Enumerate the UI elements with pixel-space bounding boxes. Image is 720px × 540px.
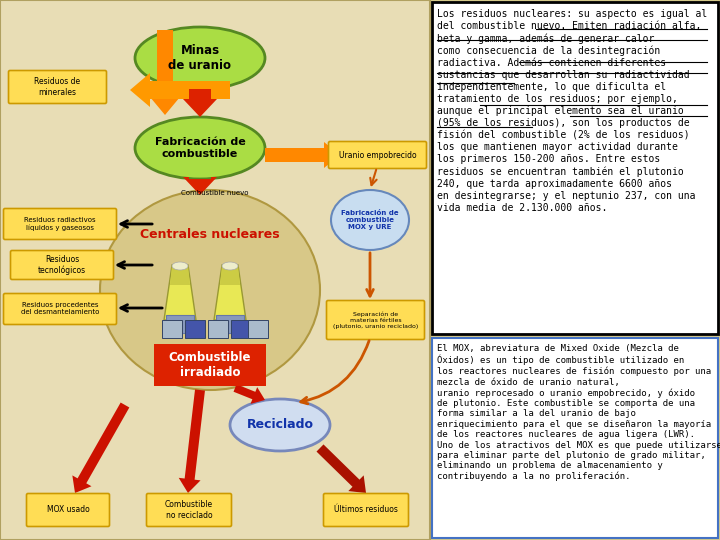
Polygon shape bbox=[233, 384, 265, 404]
Text: Uranio empobrecido: Uranio empobrecido bbox=[338, 151, 416, 159]
Text: Separación de
materias fértiles
(plutonio, uranio reciclado): Separación de materias fértiles (plutoni… bbox=[333, 312, 418, 328]
Polygon shape bbox=[170, 265, 190, 285]
Ellipse shape bbox=[331, 190, 409, 250]
FancyBboxPatch shape bbox=[328, 141, 426, 168]
FancyBboxPatch shape bbox=[11, 251, 114, 280]
FancyBboxPatch shape bbox=[27, 494, 109, 526]
Bar bbox=[248, 320, 268, 338]
FancyBboxPatch shape bbox=[4, 208, 117, 240]
Ellipse shape bbox=[172, 262, 188, 270]
Text: Minas
de uranio: Minas de uranio bbox=[168, 44, 232, 72]
Polygon shape bbox=[317, 444, 366, 493]
Polygon shape bbox=[179, 389, 205, 493]
Ellipse shape bbox=[135, 117, 265, 179]
Polygon shape bbox=[130, 73, 230, 107]
Ellipse shape bbox=[222, 262, 238, 270]
Polygon shape bbox=[220, 265, 240, 285]
Text: Centrales nucleares: Centrales nucleares bbox=[140, 228, 280, 241]
Polygon shape bbox=[183, 89, 217, 117]
FancyBboxPatch shape bbox=[146, 494, 232, 526]
Bar bbox=[432, 2, 718, 334]
FancyBboxPatch shape bbox=[323, 494, 408, 526]
Text: Residuos de
minerales: Residuos de minerales bbox=[35, 77, 81, 97]
Text: Residuos
tecnológicos: Residuos tecnológicos bbox=[38, 255, 86, 275]
Bar bbox=[231, 320, 251, 338]
Bar bbox=[166, 315, 194, 333]
Bar bbox=[208, 320, 228, 338]
FancyBboxPatch shape bbox=[4, 294, 117, 325]
Polygon shape bbox=[72, 402, 130, 493]
Text: Combustible
no reciclado: Combustible no reciclado bbox=[165, 500, 213, 519]
Text: Reciclado: Reciclado bbox=[246, 418, 313, 431]
Polygon shape bbox=[164, 265, 196, 320]
Text: MOX usado: MOX usado bbox=[47, 505, 89, 515]
Text: Los residuos nucleares: su aspecto es igual al
del combustible nuevo. Emiten rad: Los residuos nucleares: su aspecto es ig… bbox=[437, 9, 707, 213]
Bar bbox=[162, 320, 182, 338]
FancyBboxPatch shape bbox=[9, 71, 107, 104]
Polygon shape bbox=[150, 30, 180, 115]
Text: Residuos radiactivos
líquidos y gaseosos: Residuos radiactivos líquidos y gaseosos bbox=[24, 217, 96, 231]
Ellipse shape bbox=[230, 399, 330, 451]
Polygon shape bbox=[265, 142, 340, 168]
Ellipse shape bbox=[100, 190, 320, 390]
Text: Últimos residuos: Últimos residuos bbox=[334, 505, 398, 515]
Bar bbox=[216, 315, 244, 333]
Text: Combustible
irradiado: Combustible irradiado bbox=[168, 351, 251, 379]
FancyBboxPatch shape bbox=[154, 344, 266, 386]
Text: Combustible nuevo: Combustible nuevo bbox=[181, 190, 248, 196]
Polygon shape bbox=[214, 265, 246, 320]
Polygon shape bbox=[183, 177, 217, 195]
Text: Residuos procedentes
del desmantelamiento: Residuos procedentes del desmantelamient… bbox=[21, 302, 99, 315]
FancyBboxPatch shape bbox=[326, 300, 425, 340]
Text: El MOX, abreviatura de Mixed Oxide (Mezcla de
Óxidos) es un tipo de combustible : El MOX, abreviatura de Mixed Oxide (Mezc… bbox=[437, 344, 720, 481]
Text: Fabricación de
combustible
MOX y URE: Fabricación de combustible MOX y URE bbox=[341, 210, 399, 230]
Text: Fabricación de
combustible: Fabricación de combustible bbox=[155, 137, 246, 159]
Bar bbox=[185, 320, 205, 338]
Ellipse shape bbox=[135, 27, 265, 89]
Bar bbox=[0, 0, 430, 540]
Bar bbox=[432, 338, 718, 538]
